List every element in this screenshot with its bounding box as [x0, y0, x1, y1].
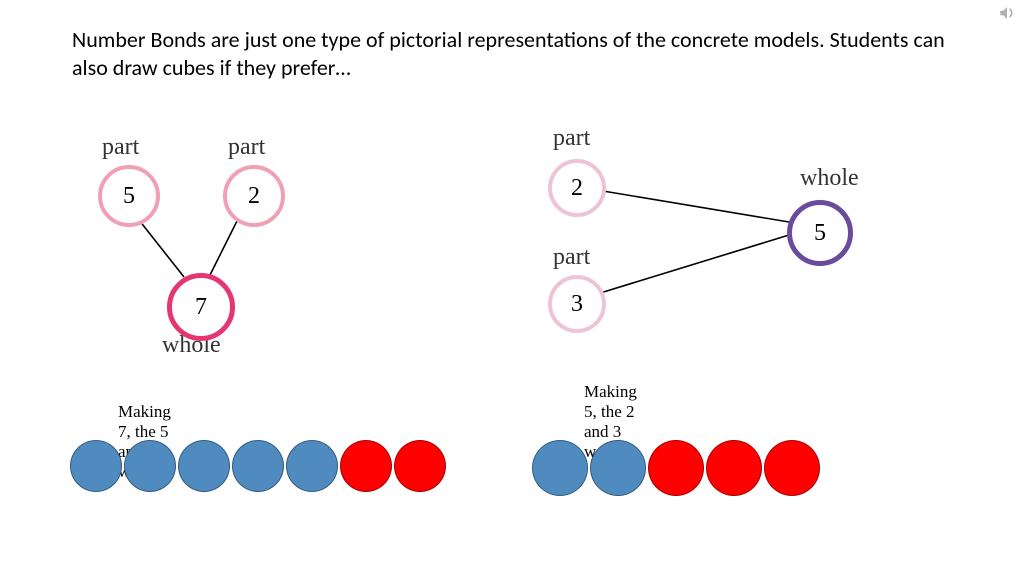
right-whole-label: whole [800, 165, 859, 192]
right-counters [532, 440, 820, 496]
right-part2-circle: 3 [548, 275, 606, 333]
right-counter [590, 440, 646, 496]
right-part1-label: part [553, 125, 590, 152]
right-part1-circle: 2 [548, 159, 606, 217]
right-counter [532, 440, 588, 496]
right-counter [764, 440, 820, 496]
right-part2-label: part [553, 244, 590, 271]
right-counter [706, 440, 762, 496]
right-edges [0, 0, 1024, 576]
right-counter [648, 440, 704, 496]
right-whole-circle: 5 [787, 200, 853, 266]
